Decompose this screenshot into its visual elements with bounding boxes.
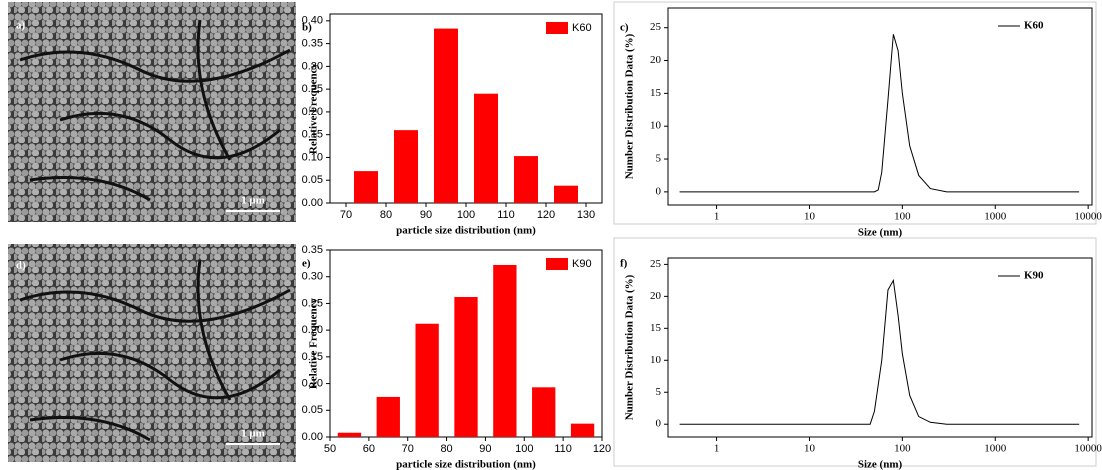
x-tick-label: 100 [894, 443, 911, 455]
legend-label: K90 [572, 258, 592, 270]
x-tick-label: 1000 [984, 211, 1007, 223]
y-tick-label: 0.05 [302, 404, 323, 416]
y-tick-label: 5 [656, 386, 662, 398]
y-tick-label: 0.20 [302, 106, 323, 118]
y-tick-label: 0.15 [302, 129, 323, 141]
x-tick-label: 80 [440, 443, 452, 455]
bar [474, 93, 498, 203]
y-axis-title: Number Distribution Data (%) [624, 33, 636, 179]
x-tick-label: 10 [804, 443, 816, 455]
x-tick-label: 110 [497, 209, 515, 221]
y-tick-label: 0.35 [302, 244, 323, 256]
y-axis-title: Relative Frequency [308, 297, 320, 389]
y-tick-label: 15 [650, 87, 662, 99]
panel-label: a) [16, 20, 26, 32]
x-tick-label: 1 [714, 443, 720, 455]
y-tick-label: 0.10 [302, 151, 323, 163]
legend-label: K90 [1024, 270, 1044, 282]
panel-label: b) [302, 22, 312, 34]
bar [532, 387, 556, 437]
y-tick-label: 0.05 [302, 174, 323, 186]
x-axis-title: Size (nm) [858, 459, 903, 470]
x-tick-label: 130 [577, 209, 595, 221]
panel-label: e) [302, 258, 311, 270]
legend-label: K60 [572, 22, 592, 34]
y-tick-label: 0.30 [302, 271, 323, 283]
panel-label: d) [16, 260, 26, 272]
x-tick-label: 50 [324, 443, 336, 455]
y-tick-label: 5 [656, 153, 662, 165]
x-tick-label: 10000 [1074, 211, 1102, 223]
y-tick-label: 0.20 [302, 324, 323, 336]
y-tick-label: 0.25 [302, 297, 323, 309]
y-tick-label: 0.00 [302, 197, 323, 209]
y-tick-label: 0.15 [302, 351, 323, 363]
x-tick-label: 10 [804, 211, 816, 223]
y-axis-title: Relative Frequency [308, 62, 320, 154]
x-axis-title: Size (nm) [858, 227, 903, 239]
y-tick-label: 0 [656, 418, 662, 430]
y-tick-label: 20 [650, 54, 662, 66]
panel-frame [613, 1, 1097, 225]
x-tick-label: 100 [457, 209, 475, 221]
y-tick-label: 10 [650, 120, 662, 132]
panel-frame [613, 237, 1097, 467]
x-axis-title: particle size distribution (nm) [396, 459, 536, 470]
x-tick-label: 90 [420, 209, 432, 221]
bar [376, 396, 400, 437]
y-tick-label: 0.35 [302, 38, 323, 50]
panel-label: f) [620, 258, 628, 270]
bar [394, 130, 418, 203]
y-tick-label: 0.00 [302, 431, 323, 443]
x-axis-title: particle size distribution (nm) [396, 225, 536, 237]
sem-image-d: d) 1 μm [8, 244, 296, 462]
y-tick-label: 15 [650, 322, 662, 334]
x-tick-label: 1000 [984, 443, 1007, 455]
plot-frame [667, 7, 1093, 206]
y-tick-label: 0.30 [302, 60, 323, 72]
y-axis-title: Number Distribution Data (%) [624, 274, 636, 420]
x-tick-label: 100 [894, 211, 911, 223]
plot-frame [667, 257, 1093, 438]
x-tick-label: 90 [479, 443, 491, 455]
legend-swatch [546, 22, 568, 34]
bar [493, 264, 517, 437]
y-tick-label: 0.40 [302, 15, 323, 27]
x-tick-label: 110 [554, 443, 572, 455]
bar [434, 28, 458, 204]
sem-image-a: a) 1 μm [8, 2, 296, 222]
bar [454, 297, 478, 437]
x-tick-label: 80 [380, 209, 392, 221]
bar [415, 323, 439, 437]
x-tick-label: 60 [363, 443, 375, 455]
y-tick-label: 0 [656, 185, 662, 197]
legend-swatch [546, 258, 568, 270]
legend-label: K60 [1024, 20, 1044, 32]
y-tick-label: 25 [650, 258, 662, 270]
bar [570, 423, 595, 437]
x-tick-label: 1 [714, 211, 720, 223]
scale-bar-label: 1 μm [241, 428, 265, 440]
x-tick-label: 120 [593, 443, 611, 455]
panel-label: c) [620, 22, 629, 34]
line-series [679, 34, 1080, 193]
bar [354, 171, 378, 203]
bar [554, 185, 578, 203]
x-tick-label: 70 [340, 209, 352, 221]
x-tick-label: 100 [515, 443, 533, 455]
bar [337, 432, 362, 437]
scale-bar-label: 1 μm [241, 195, 265, 207]
x-tick-label: 70 [402, 443, 414, 455]
y-tick-label: 10 [650, 354, 662, 366]
y-tick-label: 0.10 [302, 377, 323, 389]
y-tick-label: 0.25 [302, 83, 323, 95]
bar [514, 156, 538, 203]
line-series [679, 278, 1080, 425]
x-tick-label: 120 [537, 209, 555, 221]
x-tick-label: 10000 [1074, 443, 1102, 455]
y-tick-label: 20 [650, 290, 662, 302]
y-tick-label: 25 [650, 21, 662, 33]
